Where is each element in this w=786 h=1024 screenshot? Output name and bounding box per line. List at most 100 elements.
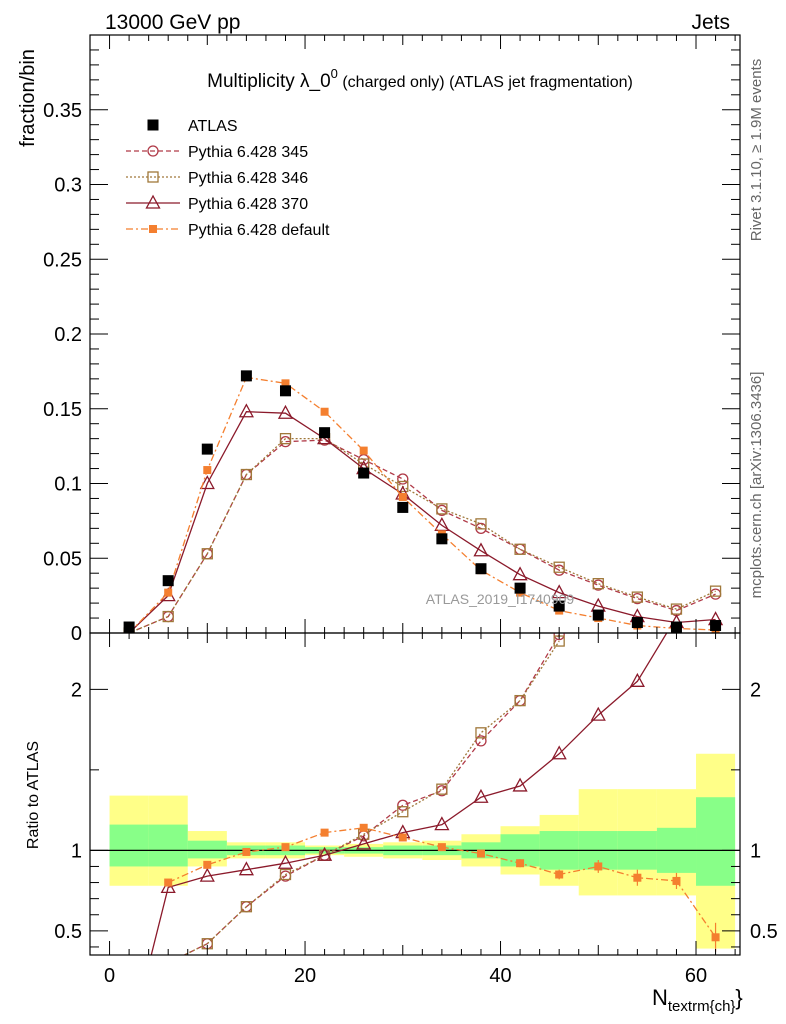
main-point-pythia-6-428-346 (514, 543, 526, 555)
main-point-pythia-6-428-default (398, 492, 407, 501)
main-point-pythia-6-428-370 (473, 542, 489, 557)
main-point-pythia-6-428-default (281, 379, 290, 388)
main-y-tick-label: 0.05 (43, 548, 82, 570)
legend-marker-pythia-6-428-345 (147, 145, 159, 157)
main-point-pythia-6-428-370 (277, 404, 294, 419)
main-point-pythia-6-428-345 (397, 473, 409, 485)
ratio-y-tick-label: 1 (71, 840, 82, 862)
main-point-pythia-6-428-345 (514, 543, 526, 555)
ratio-point-pythia-6-428-370 (590, 706, 606, 721)
ratio-point-pythia-6-428-370 (629, 672, 645, 687)
ratio-point-pythia-6-428-default (476, 849, 485, 858)
main-y-tick-label: 0.35 (43, 100, 82, 122)
main-point-atlas (475, 563, 487, 575)
main-point-atlas (514, 582, 526, 594)
main-y-tick-label: 0.15 (43, 399, 82, 421)
ratio-point-pythia-6-428-370 (512, 777, 528, 792)
main-plot-content (123, 370, 724, 633)
ratio-point-pythia-6-428-370 (434, 816, 450, 831)
ratio-point-pythia-6-428-370 (551, 745, 567, 760)
legend-label: Pythia 6.428 370 (188, 196, 308, 213)
main-point-pythia-6-428-346 (592, 578, 604, 590)
x-axis-label-sub: textrm{ch} (668, 998, 736, 1015)
main-point-atlas (162, 575, 174, 587)
main-point-pythia-6-428-default (164, 588, 173, 597)
ratio-point-pythia-6-428-345 (163, 958, 173, 968)
ratio-point-pythia-6-428-346 (397, 806, 409, 818)
main-point-atlas (397, 501, 409, 513)
main-point-pythia-6-428-346 (279, 432, 292, 445)
ratio-point-pythia-6-428-default (555, 870, 564, 879)
ratio-point-pythia-6-428-370 (473, 788, 489, 803)
plot-title-main: Multiplicity λ_0 (207, 71, 331, 92)
ratio-point-pythia-6-428-default (594, 862, 603, 871)
header-energy-label: 13000 GeV pp (105, 11, 240, 34)
ratio-band-green (187, 840, 227, 859)
main-point-atlas (436, 533, 448, 545)
ratio-point-pythia-6-428-default (242, 847, 251, 856)
ratio-y-tick-label: 0.5 (54, 921, 82, 943)
main-point-pythia-6-428-346 (553, 561, 565, 573)
main-point-atlas (279, 385, 291, 397)
legend: ATLAS Pythia 6.428 345 Pythia 6.428 346 Pyt… (126, 118, 330, 239)
main-point-atlas (592, 609, 604, 621)
main-point-atlas (358, 467, 370, 479)
main-y-tick-label: 0 (71, 623, 82, 645)
legend-marker-atlas (147, 119, 159, 131)
main-point-pythia-6-428-345 (709, 588, 722, 600)
x-axis-label-close: } (735, 985, 742, 1010)
main-point-pythia-6-428-370 (238, 403, 254, 418)
main-point-atlas (201, 443, 213, 455)
legend-label: Pythia 6.428 default (188, 222, 330, 239)
ratio-point-pythia-6-428-default (359, 823, 368, 832)
ratio-band-green (696, 797, 736, 886)
ratio-point-pythia-6-428-346 (240, 901, 253, 913)
analysis-label: ATLAS_2019_I1740909 (426, 591, 575, 607)
ratio-point-pythia-6-428-default (164, 878, 173, 887)
ratio-point-pythia-6-428-370 (199, 867, 215, 882)
ratio-panel: 0 20 40 60 0.5 0.5 1 1 2 2 Ratio to ATLAS (25, 632, 778, 987)
plot-title: Multiplicity λ_00 (charged only) (ATLAS … (207, 66, 633, 92)
ratio-point-pythia-6-428-346 (436, 783, 448, 795)
main-line-pythia-6-428-345 (128, 439, 716, 633)
main-line-pythia-6-428-346 (128, 437, 716, 633)
x-tick-label: 20 (294, 965, 316, 987)
main-point-pythia-6-428-346 (162, 610, 174, 623)
main-point-pythia-6-428-default (203, 466, 212, 475)
ratio-y-tick-label: 2 (71, 679, 82, 701)
main-point-pythia-6-428-default (320, 407, 329, 416)
ratio-point-pythia-6-428-370 (238, 861, 254, 876)
ratio-point-pythia-6-428-370 (277, 854, 294, 869)
ratio-point-pythia-6-428-default (203, 860, 212, 869)
ratio-point-pythia-6-428-default (281, 843, 290, 852)
main-point-atlas (631, 617, 643, 629)
ratio-point-pythia-6-428-345 (397, 799, 409, 811)
ratio-axes: 0 20 40 60 0.5 0.5 1 1 2 2 (54, 633, 778, 987)
main-point-pythia-6-428-346 (397, 480, 409, 493)
x-axis-label: Ntextrm{ch}} (652, 985, 743, 1015)
ratio-y-tick-label-right: 2 (750, 679, 761, 701)
ratio-point-pythia-6-428-346 (279, 868, 292, 881)
x-axis-label-main: N (652, 985, 668, 1010)
main-point-pythia-6-428-370 (551, 584, 567, 599)
rivet-version-label: Rivet 3.1.10, ≥ 1.9M events (748, 59, 765, 242)
main-point-pythia-6-428-370 (199, 475, 215, 490)
ratio-point-pythia-6-428-default (711, 933, 720, 942)
ratio-band-green (148, 824, 188, 867)
ratio-point-pythia-6-428-346 (514, 694, 526, 707)
plot-title-rest: (charged only) (ATLAS jet fragmentation) (338, 74, 633, 91)
legend-marker-pythia-6-428-346 (147, 171, 159, 183)
ratio-point-pythia-6-428-346 (163, 958, 173, 968)
ratio-point-pythia-6-428-default (398, 833, 407, 842)
plot-title-sup: 0 (331, 66, 338, 81)
ratio-point-pythia-6-428-370 (316, 846, 333, 861)
legend-label: Pythia 6.428 346 (188, 170, 308, 187)
ratio-frame (89, 632, 741, 956)
legend-marker-pythia-6-428-370 (145, 194, 161, 209)
ratio-point-pythia-6-428-345 (553, 633, 565, 641)
main-panel: 0 0.05 0.1 0.15 0.2 0.25 0.3 0.35 Multiplicity … (17, 34, 741, 645)
header-jets-label: Jets (691, 11, 730, 34)
x-tick-label: 40 (489, 965, 511, 987)
ratio-point-pythia-6-428-346 (475, 727, 487, 739)
